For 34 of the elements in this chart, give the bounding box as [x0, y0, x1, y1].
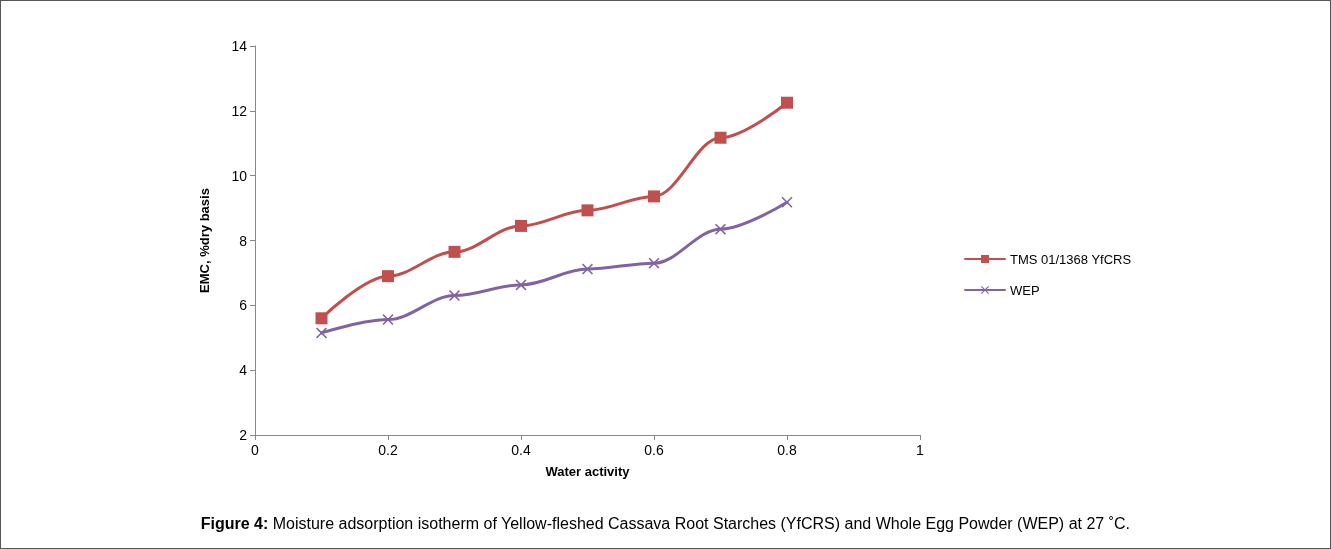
y-axis-title: EMC, %dry basis [197, 188, 212, 293]
legend-label: WEP [1010, 282, 1040, 298]
point [315, 312, 328, 325]
point [715, 223, 726, 235]
y-tick-label: 12 [231, 102, 248, 119]
point [582, 263, 593, 275]
x-tick-label: 0.2 [378, 442, 398, 458]
y-tick-label: 6 [239, 297, 248, 314]
point [382, 314, 394, 326]
point [648, 257, 660, 269]
x-tick-label: 0.4 [511, 442, 531, 458]
y-tick-label: 2 [239, 427, 248, 443]
point [781, 196, 793, 208]
x-tick-label: 0.6 [644, 442, 664, 458]
x-tick-label: 0.8 [777, 442, 797, 458]
y-tick-label: 8 [239, 232, 248, 249]
point [714, 131, 727, 144]
x-tick-label: 1 [916, 442, 925, 458]
legend-label: TMS 01/1368 YfCRS [1010, 251, 1132, 267]
point [781, 96, 793, 109]
y-tick-label: 14 [231, 38, 248, 54]
point [515, 219, 527, 232]
y-tick-label: 10 [231, 167, 248, 184]
point [382, 270, 394, 283]
point [581, 204, 594, 217]
point [648, 190, 660, 203]
caption: Figure 4: Moisture adsorption isotherm of Yellow-fleshed Cassava Root Starches (YfCRS) and Whole Egg Powder (WEP) at 27 ˚C. [200, 514, 1130, 532]
x-tick-label: 0 [251, 442, 260, 458]
point [316, 327, 327, 339]
point [448, 245, 461, 258]
point [449, 290, 460, 302]
x-axis-title: Water activity [545, 464, 631, 479]
point [515, 279, 527, 291]
y-tick-label: 4 [239, 362, 248, 379]
